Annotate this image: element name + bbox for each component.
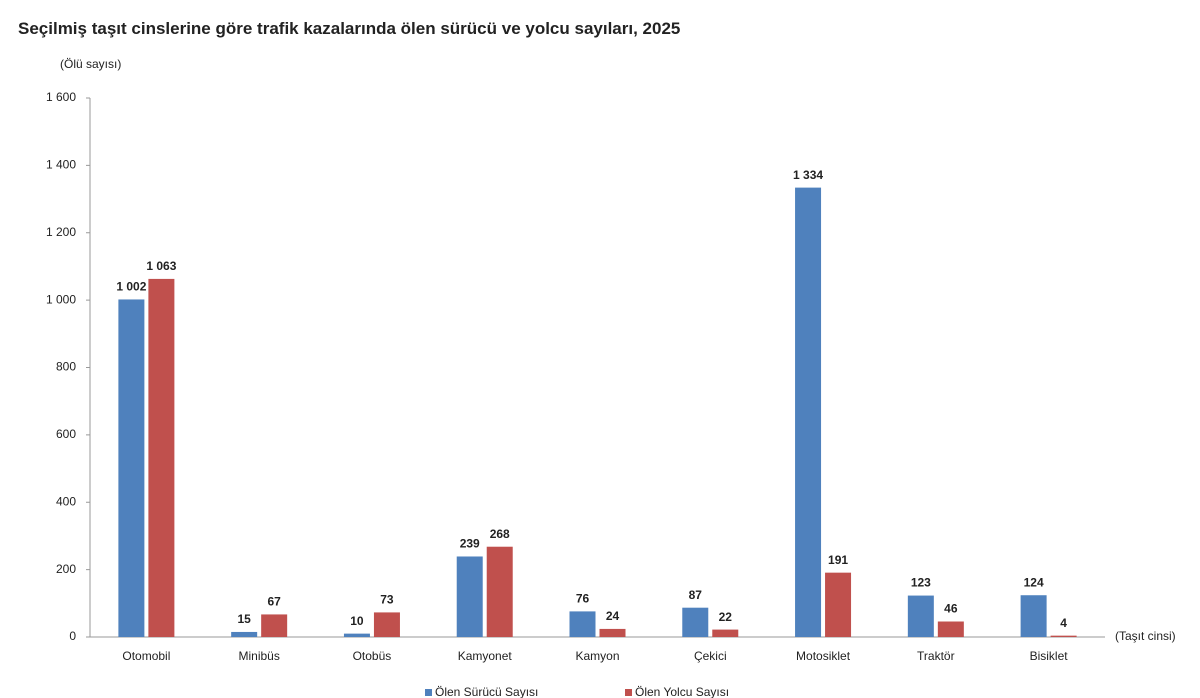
value-label: 15 <box>237 612 251 626</box>
bar <box>712 629 739 637</box>
bar <box>373 612 400 637</box>
bar <box>569 611 596 637</box>
value-label: 1 063 <box>146 259 176 273</box>
value-label: 76 <box>576 592 590 606</box>
bar <box>682 607 709 637</box>
value-label: 10 <box>350 614 364 628</box>
x-tick-label: Otobüs <box>353 649 392 663</box>
value-label: 239 <box>460 537 480 551</box>
value-label: 124 <box>1024 575 1044 589</box>
value-label: 1 334 <box>793 168 823 182</box>
bar <box>937 621 964 637</box>
x-tick-label: Kamyon <box>575 649 619 663</box>
bar <box>825 572 852 637</box>
x-tick-label: Bisiklet <box>1030 649 1069 663</box>
value-label: 191 <box>828 553 848 567</box>
value-label: 67 <box>267 595 281 609</box>
y-tick-label: 1 200 <box>46 225 76 239</box>
bar <box>343 633 370 637</box>
value-label: 24 <box>606 609 620 623</box>
x-tick-label: Traktör <box>917 649 955 663</box>
value-label: 87 <box>689 588 703 602</box>
chart-title: Seçilmiş taşıt cinslerine göre trafik ka… <box>18 19 680 38</box>
legend-swatch <box>425 689 432 696</box>
bar <box>599 628 626 637</box>
y-tick-label: 200 <box>56 562 76 576</box>
value-label: 268 <box>490 527 510 541</box>
value-label: 46 <box>944 602 958 616</box>
value-label: 1 002 <box>116 280 146 294</box>
bar <box>907 595 934 637</box>
bar <box>795 187 822 637</box>
y-tick-label: 800 <box>56 360 76 374</box>
bar <box>486 546 513 637</box>
bar <box>1020 595 1047 637</box>
bar <box>231 631 258 637</box>
bar <box>261 614 288 637</box>
value-label: 123 <box>911 576 931 590</box>
legend-swatch <box>625 689 632 696</box>
x-tick-label: Kamyonet <box>458 649 513 663</box>
bar <box>456 556 483 637</box>
y-tick-label: 1 400 <box>46 158 76 172</box>
y-tick-label: 1 600 <box>46 90 76 104</box>
x-tick-label: Minibüs <box>238 649 279 663</box>
value-label: 22 <box>719 610 733 624</box>
x-tick-label: Çekici <box>694 649 727 663</box>
legend-label: Ölen Yolcu Sayısı <box>635 685 729 698</box>
y-tick-label: 0 <box>69 629 76 643</box>
legend-label: Ölen Sürücü Sayısı <box>435 685 538 698</box>
value-label: 73 <box>380 593 394 607</box>
x-tick-label: Otomobil <box>122 649 170 663</box>
y-tick-label: 600 <box>56 427 76 441</box>
x-tick-label: Motosiklet <box>796 649 851 663</box>
y-tick-label: 1 000 <box>46 292 76 306</box>
bar <box>148 278 175 637</box>
y-tick-label: 400 <box>56 494 76 508</box>
bar <box>118 299 145 637</box>
x-axis-label: (Taşıt cinsi) <box>1115 629 1176 643</box>
y-axis-label: (Ölü sayısı) <box>60 57 121 71</box>
value-label: 4 <box>1060 616 1067 630</box>
bar <box>1050 635 1077 637</box>
